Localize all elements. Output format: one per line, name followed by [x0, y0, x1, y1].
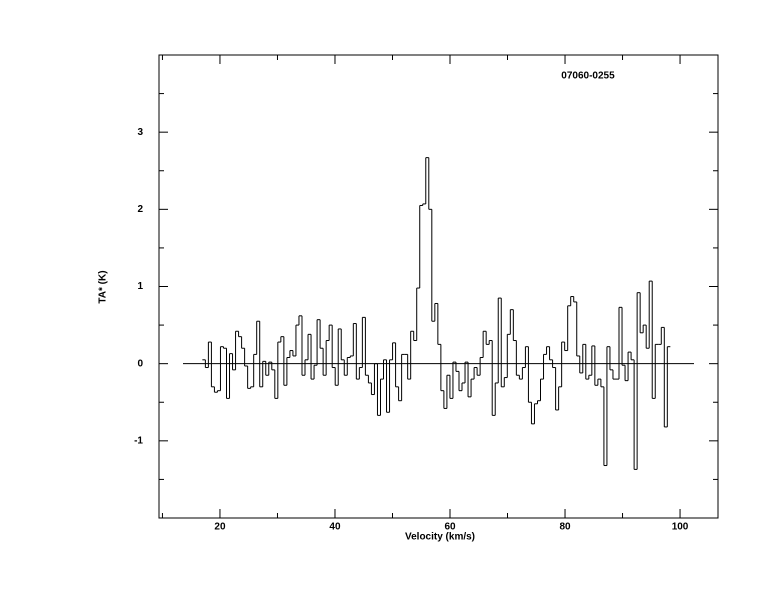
x-axis-label: Velocity (km/s) — [405, 532, 475, 543]
y-axis-label: TA* (K) — [98, 270, 109, 303]
x-tick-label: 100 — [672, 522, 689, 533]
x-tick-label: 40 — [329, 522, 341, 533]
y-tick-label: 0 — [137, 358, 143, 369]
chart-title: 07060-0255 — [561, 71, 615, 82]
y-tick-label: -1 — [134, 435, 143, 446]
x-tick-label: 80 — [559, 522, 571, 533]
x-tick-label: 20 — [214, 522, 226, 533]
y-tick-label: 3 — [137, 127, 143, 138]
y-tick-label: 2 — [137, 204, 143, 215]
y-tick-label: 1 — [137, 281, 143, 292]
x-tick-label: 60 — [444, 522, 456, 533]
